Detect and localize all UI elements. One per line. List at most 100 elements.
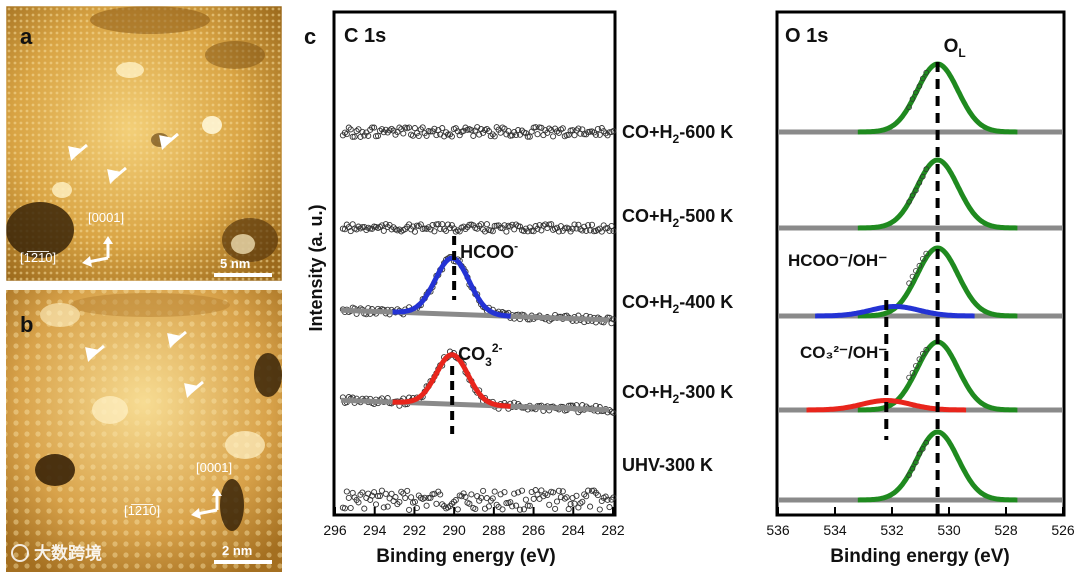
c1s-data-point bbox=[341, 505, 348, 512]
c1s-data-point bbox=[361, 223, 368, 231]
o1s-data-point bbox=[919, 173, 926, 180]
c1s-data-point bbox=[480, 487, 487, 494]
c1s-data-point bbox=[402, 494, 409, 502]
c1s-data-point bbox=[509, 503, 516, 510]
c1s-data-point bbox=[456, 132, 463, 139]
o1s-data-point bbox=[906, 199, 912, 205]
c1s-data-point bbox=[587, 227, 594, 234]
c1s-title: C 1s bbox=[344, 25, 386, 47]
c1s-data-point bbox=[571, 132, 578, 139]
c1s-data-point bbox=[361, 132, 368, 139]
o1s-co3-oh-annotation: CO₃²⁻/OH⁻ bbox=[800, 343, 887, 362]
c1s-data-point bbox=[588, 221, 596, 228]
c1s-series-2 bbox=[339, 253, 617, 327]
c1s-data-point bbox=[585, 222, 592, 229]
o1s-ol-label: OL bbox=[944, 36, 966, 60]
o1s-series-4 bbox=[778, 61, 1063, 135]
c1s-data-point bbox=[476, 222, 483, 229]
c1s-data-point bbox=[415, 132, 422, 140]
o1s-x-tick-label: 528 bbox=[994, 522, 1018, 538]
c1s-data-point bbox=[538, 487, 545, 494]
c1s-data-point bbox=[516, 506, 524, 513]
o1s-data-point bbox=[916, 262, 923, 269]
c1s-data-point bbox=[343, 131, 350, 138]
c1s-data-point bbox=[548, 127, 555, 134]
c1s-data-point bbox=[369, 492, 376, 499]
c1s-data-point bbox=[448, 133, 455, 140]
c1s-data-point bbox=[546, 501, 553, 508]
c1s-data-point bbox=[439, 125, 446, 132]
c1s-data-point bbox=[526, 224, 533, 231]
c1s-data-point bbox=[513, 502, 520, 509]
c1s-data-point bbox=[439, 221, 446, 228]
c1s-data-point bbox=[548, 221, 555, 228]
o1s-data-point bbox=[916, 450, 923, 457]
c1s-data-point bbox=[452, 125, 459, 132]
c1s-data-point bbox=[390, 224, 397, 231]
o1s-hcoo-oh-annotation: HCOO⁻/OH⁻ bbox=[788, 251, 887, 270]
c1s-data-point bbox=[604, 132, 611, 139]
c1s-data-point bbox=[378, 126, 385, 133]
c1s-x-tick-label: 284 bbox=[562, 522, 586, 538]
c1s-x-tick-label: 296 bbox=[323, 522, 347, 538]
c1s-data-point bbox=[481, 228, 489, 235]
c1s-data-point bbox=[349, 133, 356, 140]
c1s-data-point bbox=[598, 125, 605, 132]
c1s-data-point bbox=[585, 487, 592, 494]
o1s-x-tick-label: 530 bbox=[937, 522, 961, 538]
c1s-data-point bbox=[522, 130, 529, 137]
c1s-data-point bbox=[550, 133, 557, 140]
c1s-data-point bbox=[544, 491, 551, 499]
row-label: CO+H2-500 K bbox=[622, 206, 733, 230]
c1s-data-point bbox=[382, 490, 389, 497]
c1s-data-point bbox=[501, 489, 508, 496]
row-label: UHV-300 K bbox=[622, 455, 713, 475]
c1s-data-point bbox=[388, 125, 395, 132]
stm-arrows-a bbox=[68, 132, 179, 185]
stm-image-a bbox=[5, 5, 283, 282]
panel-label-b: b bbox=[20, 312, 33, 337]
row-label: CO+H2-400 K bbox=[622, 292, 733, 316]
row-label-rest: -600 K bbox=[679, 122, 733, 142]
c1s-data-point bbox=[530, 495, 537, 502]
c1s-x-tick-label: 290 bbox=[442, 522, 466, 538]
watermark-text: 大数跨境 bbox=[34, 543, 102, 563]
c1s-data-point bbox=[565, 506, 572, 513]
c1s-data-point bbox=[466, 500, 473, 507]
o1s-data-point bbox=[913, 459, 919, 466]
c1s-data-point bbox=[559, 488, 566, 495]
o1s-x-tick-label: 532 bbox=[880, 522, 904, 538]
c1s-data-point bbox=[374, 493, 382, 500]
c1s-data-point bbox=[378, 222, 385, 229]
c1s-data-point bbox=[460, 490, 467, 497]
c1s-data-point bbox=[503, 500, 510, 507]
c1s-data-point bbox=[371, 489, 378, 496]
c1s-fit-peak bbox=[392, 352, 511, 409]
c1s-data-point bbox=[520, 506, 527, 513]
c1s-data-point bbox=[468, 127, 475, 134]
o1s-series-2 bbox=[778, 245, 1063, 319]
c1s-data-point bbox=[489, 495, 496, 502]
c1s-data-point bbox=[608, 222, 615, 230]
c1s-data-point bbox=[411, 498, 418, 505]
o1s-data-point bbox=[923, 166, 929, 172]
c1s-co3-sub: 3 bbox=[485, 355, 492, 369]
c1s-data-point bbox=[433, 500, 440, 507]
c1s-data-point bbox=[378, 487, 385, 494]
c1s-data-point bbox=[396, 226, 403, 233]
c1s-data-point bbox=[553, 224, 561, 231]
o1s-data-point bbox=[909, 96, 916, 102]
o1s-data-point bbox=[906, 472, 912, 478]
o1s-data-point bbox=[906, 280, 912, 287]
c1s-data-point bbox=[400, 130, 407, 137]
c1s-data-point bbox=[343, 488, 350, 495]
direction-side-b: [1̅2̅1̅0] bbox=[124, 503, 160, 518]
c1s-data-point bbox=[573, 225, 580, 232]
o1s-data-point bbox=[916, 180, 923, 186]
scale-bar-label-a: 5 nm bbox=[220, 256, 250, 271]
c1s-data-point bbox=[563, 494, 570, 501]
c1s-data-point bbox=[501, 222, 508, 229]
o1s-fit-peak bbox=[815, 304, 975, 319]
c1s-data-point bbox=[526, 502, 533, 509]
